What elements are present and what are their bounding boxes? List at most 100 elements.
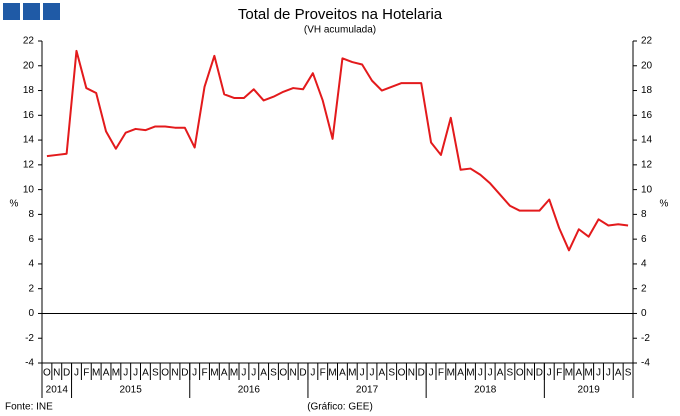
x-tick-label: M <box>348 368 356 379</box>
y2-tick-label: 4 <box>641 259 647 270</box>
y2-tick-label: 20 <box>641 60 653 71</box>
x-tick-label: A <box>260 368 267 379</box>
x-tick-label: S <box>152 368 159 379</box>
y-tick-label: -4 <box>25 358 34 369</box>
x-tick-label: O <box>398 368 406 379</box>
x-tick-label: M <box>565 368 573 379</box>
x-tick-label: S <box>270 368 277 379</box>
y-tick-label: 10 <box>23 184 35 195</box>
x-tick-label: S <box>507 368 514 379</box>
x-tick-label: J <box>360 368 365 379</box>
x-tick-label: O <box>161 368 169 379</box>
x-tick-label: N <box>408 368 415 379</box>
x-tick-label: O <box>43 368 51 379</box>
x-tick-label: N <box>290 368 297 379</box>
x-tick-label: N <box>53 368 60 379</box>
x-tick-label: J <box>241 368 246 379</box>
x-tick-label: O <box>279 368 287 379</box>
x-tick-label: J <box>478 368 483 379</box>
x-tick-label: N <box>171 368 178 379</box>
x-tick-label: A <box>142 368 149 379</box>
y-tick-label: 20 <box>23 60 35 71</box>
y2-axis-label: % <box>660 199 669 210</box>
x-tick-label: D <box>418 368 425 379</box>
x-tick-label: A <box>103 368 110 379</box>
x-tick-label: M <box>466 368 474 379</box>
year-label: 2018 <box>474 385 497 396</box>
y-tick-label: 8 <box>28 209 34 220</box>
x-tick-label: S <box>625 368 632 379</box>
x-tick-label: J <box>74 368 79 379</box>
y2-tick-label: -2 <box>641 333 650 344</box>
y2-tick-label: 18 <box>641 85 653 96</box>
x-tick-label: J <box>310 368 315 379</box>
x-tick-label: J <box>251 368 256 379</box>
y-tick-label: 2 <box>28 283 34 294</box>
y-tick-label: 4 <box>28 259 34 270</box>
y2-tick-label: 22 <box>641 36 653 47</box>
x-tick-label: A <box>378 368 385 379</box>
source: Fonte: INE <box>5 402 53 413</box>
x-tick-label: D <box>536 368 543 379</box>
x-tick-label: F <box>438 368 444 379</box>
x-tick-label: M <box>92 368 100 379</box>
y2-tick-label: 6 <box>641 234 647 245</box>
x-tick-label: A <box>615 368 622 379</box>
x-tick-label: D <box>181 368 188 379</box>
x-tick-label: A <box>457 368 464 379</box>
chart-title: Total de Proveitos na Hotelaria <box>238 6 443 23</box>
y-tick-label: 12 <box>23 159 35 170</box>
chart-subtitle: (VH acumulada) <box>304 25 376 36</box>
x-tick-label: A <box>221 368 228 379</box>
y2-tick-label: -4 <box>641 358 650 369</box>
year-label: 2016 <box>238 385 261 396</box>
y2-tick-label: 16 <box>641 110 653 121</box>
x-tick-label: M <box>447 368 455 379</box>
y2-tick-label: 8 <box>641 209 647 220</box>
x-tick-label: J <box>192 368 197 379</box>
x-tick-label: J <box>606 368 611 379</box>
y2-tick-label: 2 <box>641 283 647 294</box>
year-label: 2014 <box>46 385 69 396</box>
y-tick-label: 22 <box>23 36 35 47</box>
year-label: 2017 <box>356 385 379 396</box>
x-tick-label: A <box>575 368 582 379</box>
y-tick-label: 16 <box>23 110 35 121</box>
y-tick-label: -2 <box>25 333 34 344</box>
x-tick-label: N <box>526 368 533 379</box>
x-tick-label: J <box>488 368 493 379</box>
x-tick-label: J <box>123 368 128 379</box>
y2-tick-label: 10 <box>641 184 653 195</box>
line <box>46 49 629 252</box>
x-tick-label: A <box>339 368 346 379</box>
x-tick-label: M <box>112 368 120 379</box>
x-tick-label: M <box>210 368 218 379</box>
x-tick-label: F <box>556 368 562 379</box>
logo <box>3 3 60 20</box>
x-tick-label: J <box>133 368 138 379</box>
x-tick-label: S <box>388 368 395 379</box>
x-tick-label: A <box>497 368 504 379</box>
x-tick-label: M <box>328 368 336 379</box>
x-tick-label: F <box>320 368 326 379</box>
x-tick-label: O <box>516 368 524 379</box>
year-label: 2015 <box>120 385 143 396</box>
x-tick-label: J <box>369 368 374 379</box>
y2-tick-label: 0 <box>641 308 647 319</box>
y-tick-label: 6 <box>28 234 34 245</box>
y2-tick-label: 12 <box>641 159 653 170</box>
x-tick-label: J <box>596 368 601 379</box>
x-tick-label: F <box>201 368 207 379</box>
y-tick-label: 0 <box>28 308 34 319</box>
y-axis-label: % <box>10 199 19 210</box>
x-tick-label: J <box>429 368 434 379</box>
year-label: 2019 <box>578 385 601 396</box>
x-tick-label: D <box>63 368 70 379</box>
y-tick-label: 14 <box>23 135 35 146</box>
x-tick-label: D <box>299 368 306 379</box>
x-tick-label: M <box>230 368 238 379</box>
y2-tick-label: 14 <box>641 135 653 146</box>
x-tick-label: J <box>547 368 552 379</box>
y-tick-label: 18 <box>23 85 35 96</box>
